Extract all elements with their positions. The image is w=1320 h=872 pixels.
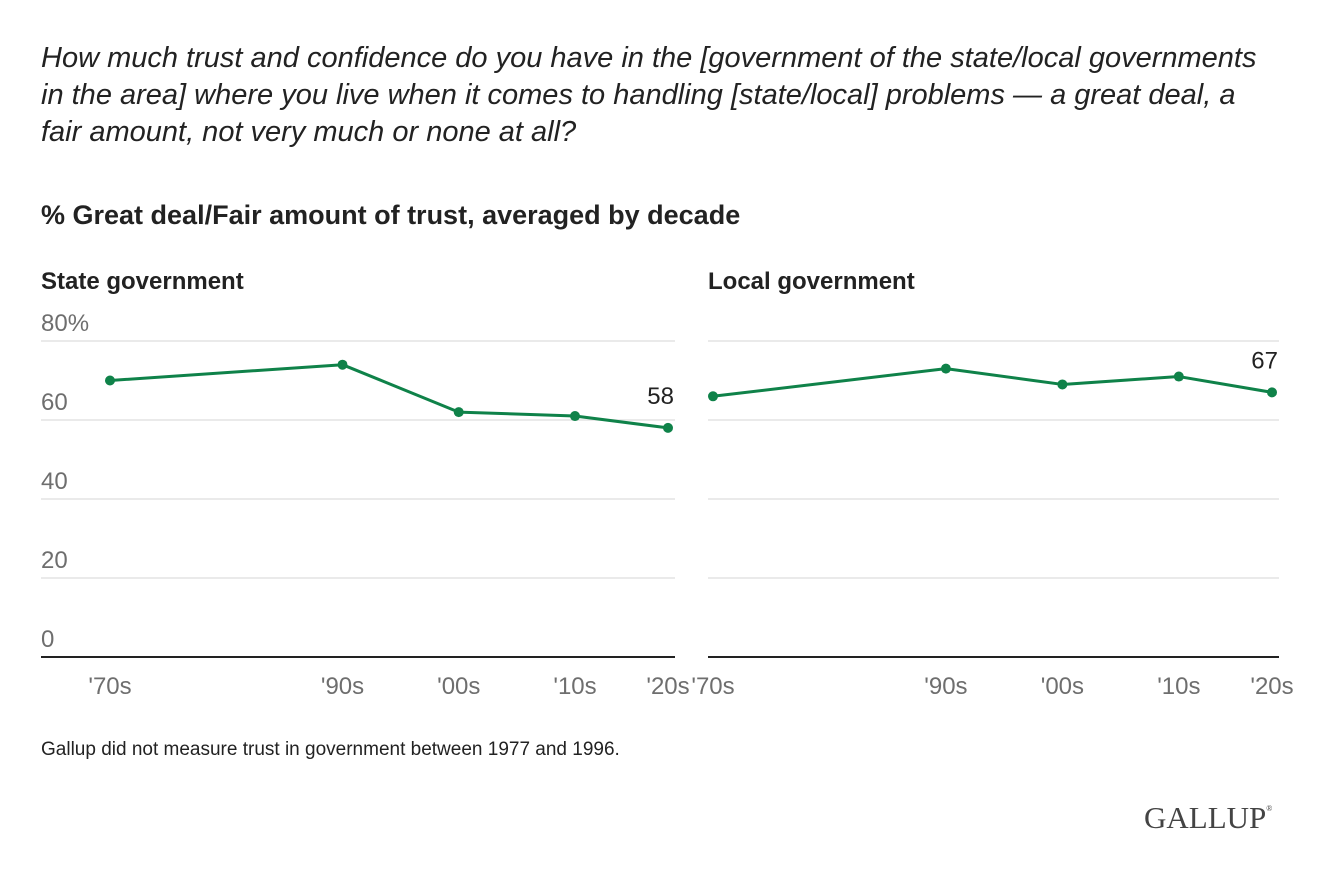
footnote: Gallup did not measure trust in governme… (41, 739, 620, 760)
state-ytick-label: 40 (41, 468, 68, 495)
state-ytick-label: 20 (41, 547, 68, 574)
local-xtick-label: '00s (1041, 673, 1084, 700)
state-xtick-label: '00s (437, 673, 480, 700)
chart-subtitle: % Great deal/Fair amount of trust, avera… (41, 200, 741, 230)
state-xtick-label: '10s (553, 673, 596, 700)
local-data-point (1057, 379, 1068, 390)
survey-question: How much trust and confidence do you hav… (41, 42, 1257, 148)
state-data-point (337, 359, 348, 370)
state-ytick-label: 0 (41, 626, 54, 653)
local-xtick-label: '70s (691, 673, 734, 700)
local-end-label: 67 (1251, 347, 1278, 374)
state-data-point (663, 422, 673, 433)
state-series-line (109, 363, 669, 430)
local-series-line (712, 367, 1273, 398)
state-data-point (570, 411, 580, 422)
state-xtick-label: '20s (646, 673, 689, 700)
local-panel-title: Local government (708, 268, 915, 295)
local-xtick-label: '10s (1157, 673, 1200, 700)
state-panel-title: State government (41, 268, 244, 295)
local-data-point (1267, 387, 1277, 398)
gallup-logo: GALLUP® (1144, 800, 1272, 836)
registered-mark: ® (1266, 804, 1273, 813)
local-data-point (1173, 371, 1184, 382)
state-data-point (453, 407, 464, 418)
local-data-point (940, 363, 951, 374)
state-ytick-label: 60 (41, 389, 68, 416)
state-data-point (105, 375, 115, 386)
state-ytick-label: 80% (41, 310, 89, 337)
state-xtick-label: '70s (88, 673, 131, 700)
local-xtick-label: '20s (1250, 673, 1293, 700)
state-xtick-label: '90s (321, 673, 364, 700)
state-end-label: 58 (647, 383, 674, 410)
local-xtick-label: '90s (924, 673, 967, 700)
logo-text: GALLUP (1144, 800, 1267, 835)
local-data-point (708, 391, 718, 402)
